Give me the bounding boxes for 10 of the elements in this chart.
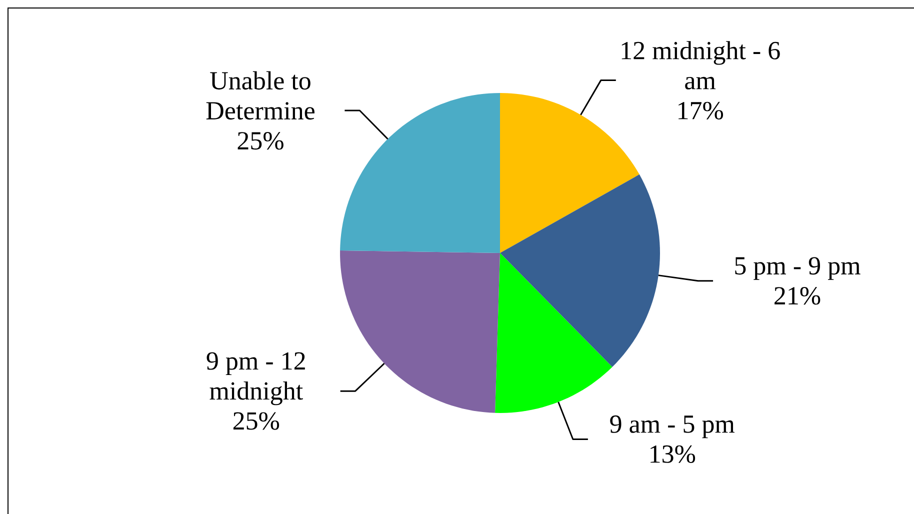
data-label: 17% [678, 102, 724, 120]
slice-label: 9 am - 5 pm [610, 415, 735, 438]
data-label: 25% [238, 132, 284, 150]
slice-label: Unable to Determine [206, 71, 314, 120]
data-label: 13% [650, 445, 696, 463]
slice-label: 5 pm - 9 pm [735, 257, 860, 280]
data-label: 25% [233, 412, 280, 430]
slice-label: 12 midnight - 6 am [622, 41, 780, 90]
data-label: 21% [774, 287, 820, 305]
slice-label: 9 pm - 12 midnight [206, 352, 305, 406]
